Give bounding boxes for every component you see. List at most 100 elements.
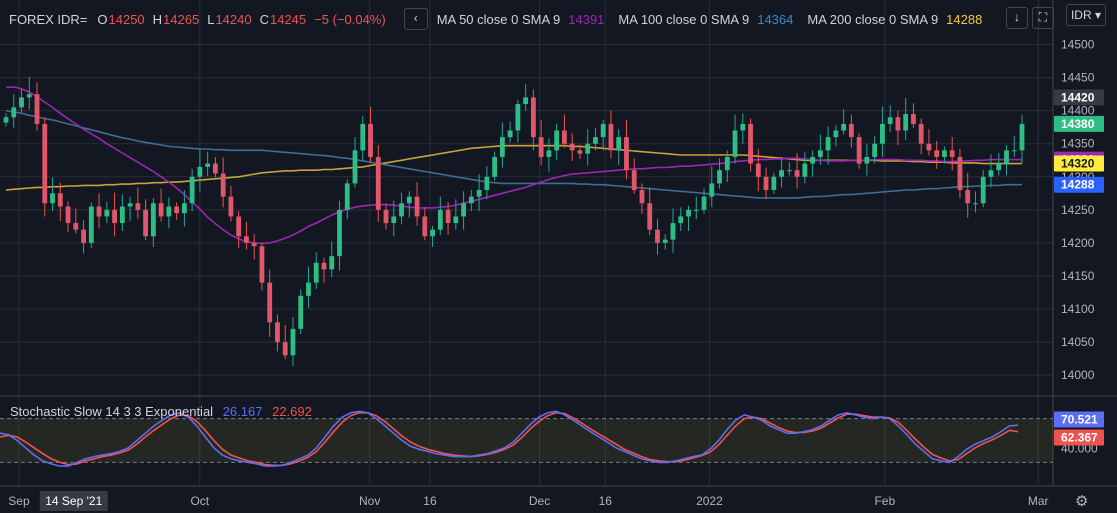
candle-up	[492, 151, 498, 181]
price-tick-label: 14350	[1061, 137, 1095, 151]
time-tick-label: 16	[423, 494, 437, 508]
currency-button[interactable]: IDR ▾	[1066, 4, 1106, 26]
chart-toolbar: ↓ ⛶	[1002, 7, 1054, 29]
candle-down	[530, 89, 536, 151]
candle-body	[554, 130, 560, 151]
candle-down	[422, 207, 428, 241]
candle-body	[57, 193, 63, 207]
candle-body	[65, 206, 71, 224]
candle-down	[244, 221, 249, 250]
candle-body	[337, 209, 342, 257]
candle-body	[11, 107, 17, 118]
candle-body	[290, 328, 296, 356]
candle-body	[662, 239, 668, 243]
candle-down	[794, 152, 800, 189]
candle-down	[213, 156, 218, 178]
candle-body	[600, 123, 606, 138]
candle-body	[119, 206, 125, 224]
candle-up	[26, 76, 32, 110]
candle-body	[213, 163, 218, 174]
download-button[interactable]: ↓	[1006, 7, 1028, 29]
candle-body	[282, 342, 288, 356]
candle-up	[872, 135, 878, 164]
candle-body	[492, 156, 498, 177]
ma100-series	[5, 109, 1022, 199]
candle-body	[81, 229, 86, 243]
candle-up	[1019, 114, 1025, 164]
candle-body	[143, 209, 149, 237]
candle-up	[150, 197, 156, 247]
high-label: H	[152, 11, 163, 27]
price-badge: 14320	[1054, 155, 1104, 172]
candle-up	[724, 150, 730, 183]
candle-body	[918, 123, 924, 144]
change-value: −5 (−0.04%)	[314, 11, 386, 27]
candle-body	[895, 117, 901, 131]
candle-up	[732, 114, 738, 164]
ma200-label[interactable]: MA 200 close 0 SMA 9	[807, 11, 939, 27]
candle-body	[174, 206, 180, 214]
candle-down	[368, 106, 373, 163]
candle-body	[647, 203, 653, 230]
candle-down	[655, 219, 660, 255]
candle-body	[593, 137, 598, 144]
candle-up	[593, 127, 598, 151]
candle-down	[569, 133, 575, 161]
candle-body	[732, 130, 738, 157]
candle-body	[383, 209, 389, 224]
candle-body	[321, 262, 327, 270]
candle-up	[709, 166, 715, 208]
candle-body	[562, 130, 567, 144]
candle-down	[755, 149, 761, 192]
candle-body	[205, 163, 211, 167]
stoch-legend: Stochastic Slow 14 3 3 Exponential 26.16…	[10, 404, 312, 419]
candle-down	[965, 172, 971, 218]
candle-up	[980, 170, 986, 208]
open-value: 14250	[108, 11, 145, 27]
candle-up	[1004, 145, 1009, 176]
candle-up	[1011, 135, 1017, 157]
candle-up	[833, 125, 839, 147]
stoch-overbought-band	[0, 418, 1053, 463]
symbol-label[interactable]: FOREX IDR=	[9, 11, 88, 27]
time-axis[interactable]: Sep Oct Nov 16 Dec 16 2022 Feb Mar 14 Sep '21	[8, 491, 1049, 511]
candle-down	[911, 103, 916, 128]
candle-body	[794, 170, 800, 177]
price-badge-bg	[1054, 176, 1104, 193]
candle-up	[717, 158, 722, 189]
candle-down	[445, 201, 451, 235]
ma100-label[interactable]: MA 100 close 0 SMA 9	[618, 11, 750, 27]
candle-body	[42, 123, 48, 204]
gear-icon[interactable]: ⚙	[1075, 493, 1089, 510]
time-tick-label: Feb	[874, 494, 895, 508]
candle-down	[577, 145, 583, 159]
candle-down	[251, 233, 257, 260]
candle-up	[585, 129, 591, 166]
candle-down	[918, 118, 924, 155]
candle-up	[973, 191, 978, 213]
candle-down	[949, 137, 955, 171]
ma200-value: 14288	[946, 11, 983, 27]
candle-down	[174, 202, 180, 220]
stoch-k-value: 26.167	[222, 404, 263, 419]
candle-up	[887, 105, 893, 132]
price-badge: 14420	[1054, 89, 1104, 106]
stoch-k-series	[0, 410, 1019, 467]
candle-body	[879, 123, 885, 144]
collapse-indicators-button[interactable]: ‹	[403, 8, 428, 30]
candle-up	[437, 196, 443, 235]
candle-up	[197, 149, 203, 192]
candle-down	[934, 141, 940, 169]
fullscreen-button[interactable]: ⛶	[1032, 7, 1054, 29]
candle-body	[973, 203, 978, 205]
candle-body	[445, 209, 451, 224]
candle-up	[662, 234, 668, 250]
candle-down	[96, 193, 102, 229]
candle-up	[127, 196, 133, 222]
candle-body	[887, 117, 893, 124]
stoch-label[interactable]: Stochastic Slow 14 3 3 Exponential	[10, 404, 214, 419]
ma50-label[interactable]: MA 50 close 0 SMA 9	[436, 11, 561, 27]
candle-body	[678, 216, 684, 224]
candle-down	[236, 211, 242, 249]
